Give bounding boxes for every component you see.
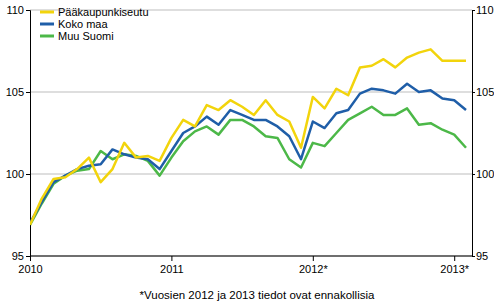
axis-line — [26, 11, 31, 257]
tick: 105 — [6, 86, 30, 98]
series-line — [30, 84, 466, 223]
grid-line — [30, 92, 472, 93]
tick-mark — [472, 174, 475, 175]
tick-mark — [26, 256, 30, 257]
tick: 95 — [12, 250, 30, 262]
legend-label: Pääkaupunkiseutu — [58, 6, 149, 18]
legend-swatch — [40, 23, 54, 26]
legend: PääkaupunkiseutuKoko maaMuu Suomi — [40, 6, 149, 42]
footnote: *Vuosien 2012 ja 2013 tiedot ovat ennako… — [140, 289, 375, 301]
tick-label: 100 — [476, 168, 494, 180]
series-line — [30, 49, 466, 224]
tick-label: 110 — [476, 4, 494, 16]
tick: 105 — [472, 86, 494, 98]
tick-mark — [454, 256, 455, 261]
tick-label: 2011 — [160, 263, 184, 275]
tick-mark — [472, 256, 475, 257]
tick: 110 — [472, 4, 494, 16]
tick: 100 — [6, 168, 30, 180]
tick: 100 — [472, 168, 494, 180]
tick: 95 — [472, 250, 488, 262]
legend-label: Muu Suomi — [58, 30, 114, 42]
y-axis-right: 95 100 105 110 — [472, 4, 494, 262]
tick-label: 2012* — [299, 263, 328, 275]
x-axis: 2010 2011 2012* 2013* — [18, 256, 472, 275]
tick: 2011 — [160, 256, 184, 275]
tick-label: 100 — [6, 168, 24, 180]
grid — [30, 10, 472, 256]
tick: 2013* — [440, 256, 469, 275]
legend-swatch — [40, 11, 54, 14]
legend-label: Koko maa — [58, 18, 108, 30]
tick-mark — [26, 174, 30, 175]
tick-mark — [313, 256, 314, 261]
grid-line — [30, 256, 472, 257]
tick-mark — [472, 92, 475, 93]
tick: 2012* — [299, 256, 328, 275]
y-axis-left: 95 100 105 110 — [6, 4, 31, 262]
tick-label: 95 — [12, 250, 24, 262]
tick-label: 105 — [476, 86, 494, 98]
tick-label: 105 — [6, 86, 24, 98]
lines — [30, 49, 466, 224]
legend-entry: Muu Suomi — [40, 30, 114, 42]
tick-label: 2013* — [440, 263, 469, 275]
legend-entry: Pääkaupunkiseutu — [40, 6, 149, 18]
tick-label: 110 — [6, 4, 24, 16]
chart: 95 100 105 110 95 100 105 110 2010 2011 2012* 2013*… — [0, 0, 494, 304]
legend-swatch — [40, 35, 54, 38]
tick-label: 95 — [476, 250, 488, 262]
tick: 110 — [6, 4, 30, 16]
axis-line — [473, 11, 476, 257]
tick-mark — [26, 92, 30, 93]
axis-line — [30, 256, 472, 257]
tick-mark — [472, 10, 475, 11]
tick-label: 2010 — [18, 263, 42, 275]
tick-mark — [26, 10, 30, 11]
tick: 2010 — [18, 256, 42, 275]
tick-mark — [171, 256, 172, 261]
legend-entry: Koko maa — [40, 18, 108, 30]
tick-mark — [30, 256, 31, 261]
